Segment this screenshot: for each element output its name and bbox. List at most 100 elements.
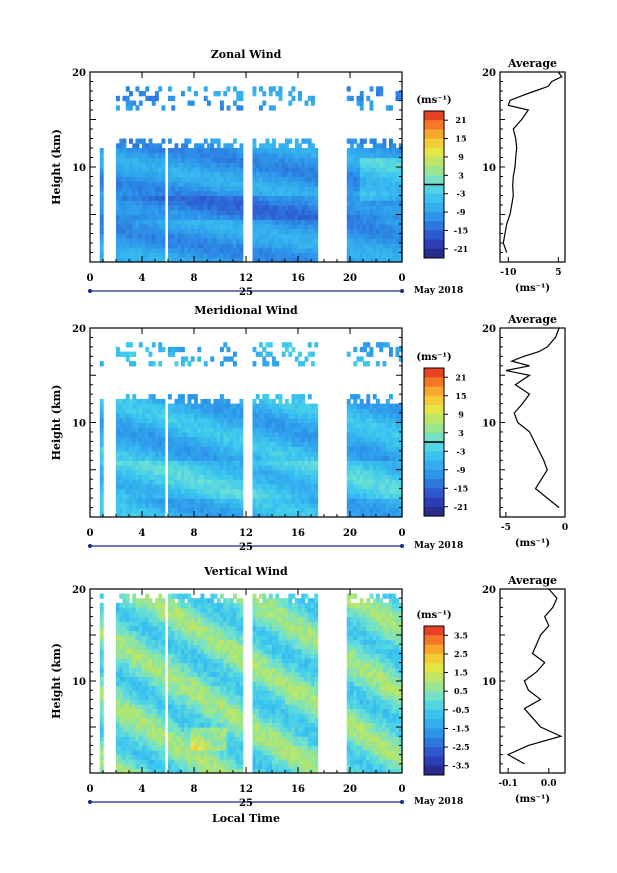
heatmap-cell: [216, 408, 221, 414]
heatmap-cell: [122, 243, 127, 249]
heatmap-cell: [207, 257, 211, 263]
heatmap-cell: [265, 209, 270, 216]
heatmap-cell: [132, 417, 137, 424]
heatmap-cell: [184, 474, 189, 480]
heatmap-cell: [379, 446, 384, 452]
heatmap-cell: [350, 413, 354, 419]
heatmap-cell: [99, 408, 104, 414]
heatmap-cell: [389, 446, 393, 452]
heatmap-cell: [281, 152, 286, 159]
heatmap-cell: [369, 465, 374, 471]
heatmap-cell: [376, 143, 380, 149]
heatmap-cell: [252, 455, 257, 461]
heatmap-cell: [125, 181, 130, 187]
heatmap-cell: [278, 479, 283, 485]
heatmap-cell: [129, 625, 133, 631]
heatmap-cell: [304, 238, 309, 244]
heatmap-cell: [194, 455, 198, 461]
heatmap-cell: [356, 408, 361, 414]
heatmap-cell: [356, 186, 361, 192]
heatmap-cell: [181, 162, 185, 168]
heatmap-cell: [379, 86, 384, 92]
heatmap-cell: [207, 403, 211, 409]
heatmap-cell: [314, 247, 319, 254]
heatmap-cell: [207, 233, 211, 239]
heatmap-cell: [363, 483, 367, 490]
heatmap-cell: [213, 186, 218, 192]
heatmap-cell: [285, 408, 289, 414]
heatmap-cell: [236, 257, 241, 263]
heatmap-cell: [148, 450, 153, 457]
heatmap-cell: [132, 681, 137, 687]
heatmap-cell: [304, 138, 309, 144]
heatmap-cell: [346, 465, 351, 471]
heatmap-cell: [229, 200, 234, 206]
heatmap-cell: [148, 731, 153, 737]
heatmap-cell: [298, 441, 302, 447]
heatmap-cell: [161, 498, 166, 504]
heatmap-cell: [174, 417, 179, 424]
heatmap-cell: [346, 176, 351, 182]
heatmap-cell: [119, 607, 124, 613]
heatmap-cell: [190, 257, 195, 263]
heatmap-cell: [220, 224, 224, 230]
heatmap-cell: [376, 441, 380, 447]
heatmap-cell: [129, 417, 133, 424]
heatmap-cell: [119, 483, 124, 490]
heatmap-cell: [350, 403, 354, 409]
heatmap-cell: [197, 479, 202, 485]
heatmap-cell: [304, 190, 309, 197]
heatmap-cell: [145, 727, 150, 733]
heatmap-cell: [307, 394, 312, 400]
heatmap-cell: [161, 138, 166, 144]
heatmap-cell: [145, 408, 150, 414]
heatmap-cell: [148, 403, 153, 409]
heatmap-cell: [125, 252, 130, 258]
heatmap-cell: [385, 200, 390, 206]
heatmap-cell: [200, 408, 205, 414]
heatmap-cell: [132, 483, 137, 490]
heatmap-cell: [220, 167, 224, 173]
heatmap-cell: [268, 455, 273, 461]
heatmap-cell: [314, 474, 319, 480]
heatmap-cell: [125, 621, 130, 627]
heatmap-cell: [301, 205, 306, 211]
colorbar-segment: [424, 230, 444, 241]
heatmap-cell: [372, 257, 377, 263]
heatmap-cell: [353, 427, 358, 433]
heatmap-cell: [369, 219, 374, 225]
heatmap-cell: [236, 408, 241, 414]
heatmap-cell: [268, 512, 273, 518]
heatmap-cell: [125, 100, 130, 106]
heatmap-cell: [304, 413, 309, 419]
heatmap-cell: [268, 398, 273, 405]
heatmap-cell: [158, 200, 163, 206]
heatmap-cell: [356, 413, 361, 419]
heatmap-cell: [294, 152, 299, 159]
heatmap-cell: [385, 224, 390, 230]
heatmap-cell: [116, 635, 120, 641]
heatmap-cell: [168, 498, 172, 504]
heatmap-cell: [389, 181, 393, 187]
heatmap-cell: [132, 152, 137, 159]
heatmap-cell: [369, 105, 374, 111]
heatmap-cell: [252, 479, 257, 485]
heatmap-cell: [151, 731, 156, 737]
heatmap-cell: [129, 181, 133, 187]
heatmap-cell: [155, 759, 159, 765]
heatmap-cell: [233, 436, 237, 442]
heatmap-cell: [376, 257, 380, 263]
heatmap-cell: [210, 224, 215, 230]
heatmap-cell: [174, 455, 179, 461]
heatmap-cell: [142, 658, 146, 664]
heatmap-cell: [138, 455, 143, 461]
heatmap-cell: [382, 502, 387, 509]
heatmap-cell: [125, 717, 130, 723]
heatmap-cell: [177, 422, 182, 428]
heatmap-cell: [116, 408, 120, 414]
heatmap-cell: [366, 209, 371, 216]
heatmap-cell: [288, 413, 293, 419]
heatmap-cell: [200, 209, 205, 216]
heatmap-cell: [122, 465, 127, 471]
heatmap-cell: [311, 228, 315, 235]
